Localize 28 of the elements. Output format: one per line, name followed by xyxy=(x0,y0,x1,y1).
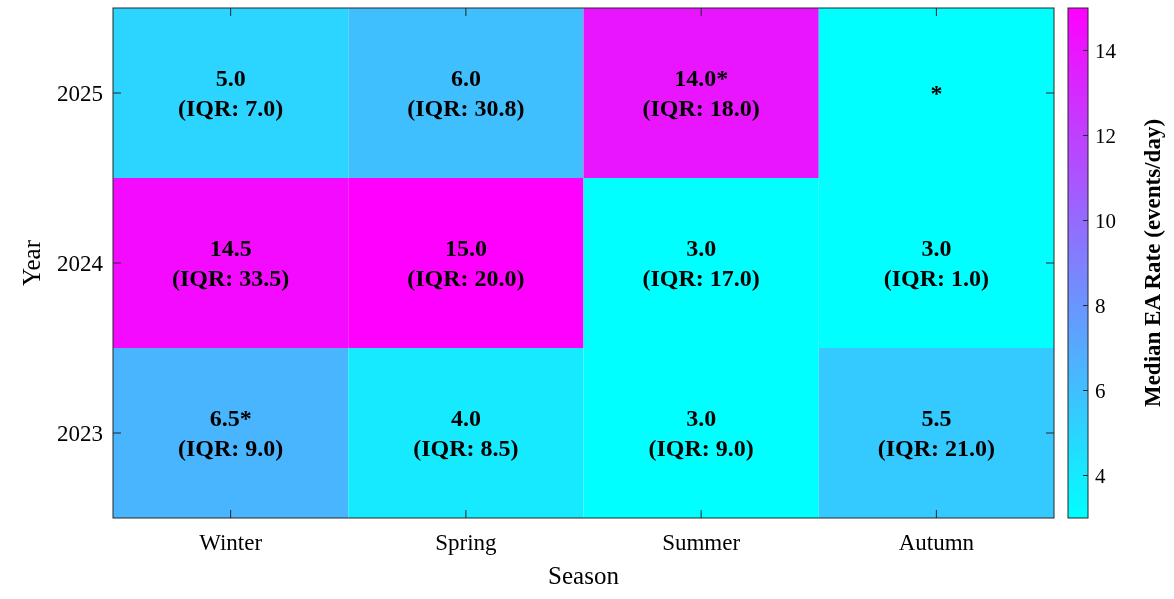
y-tick-label: 2023 xyxy=(57,421,103,446)
data-label: 14.0* (IQR: 18.0) xyxy=(642,65,760,121)
data-label: 3.0 (IQR: 1.0) xyxy=(883,235,990,291)
x-tick-label: Summer xyxy=(662,530,741,555)
data-label: 6.0 (IQR: 30.8) xyxy=(407,65,525,121)
color-bar-label: 12 xyxy=(1095,123,1116,148)
data-label: 5.5 (IQR: 21.0) xyxy=(877,405,996,461)
data-label: 5.0 (IQR: 7.0) xyxy=(177,65,284,121)
color-bar-title: Median EA Rate (events/day) xyxy=(1140,118,1165,408)
x-axis-title: Season xyxy=(548,562,620,589)
color-bar-label: 10 xyxy=(1095,208,1116,233)
data-label: 3.0 (IQR: 9.0) xyxy=(648,405,754,461)
data-label: 15.0 (IQR: 20.0) xyxy=(407,235,525,291)
x-tick-label: Winter xyxy=(199,530,263,555)
color-bar-label: 8 xyxy=(1095,293,1106,318)
data-label: 4.0 (IQR: 8.5) xyxy=(413,405,519,461)
y-tick-label: 2025 xyxy=(57,81,103,106)
x-tick-label: Spring xyxy=(435,530,498,555)
x-tick-label: Autumn xyxy=(898,530,975,555)
color-bar-label: 6 xyxy=(1095,378,1106,403)
color-bar-label: 4 xyxy=(1095,463,1106,488)
data-label: * xyxy=(930,80,943,106)
data-label: 6.5* (IQR: 9.0) xyxy=(177,405,284,461)
y-axis-title: Year xyxy=(18,239,45,287)
y-tick-label: 2024 xyxy=(57,251,104,276)
data-label: 3.0 (IQR: 17.0) xyxy=(642,235,760,291)
data-label: 14.5 (IQR: 33.5) xyxy=(171,235,290,291)
color-bar-label: 14 xyxy=(1095,38,1117,63)
